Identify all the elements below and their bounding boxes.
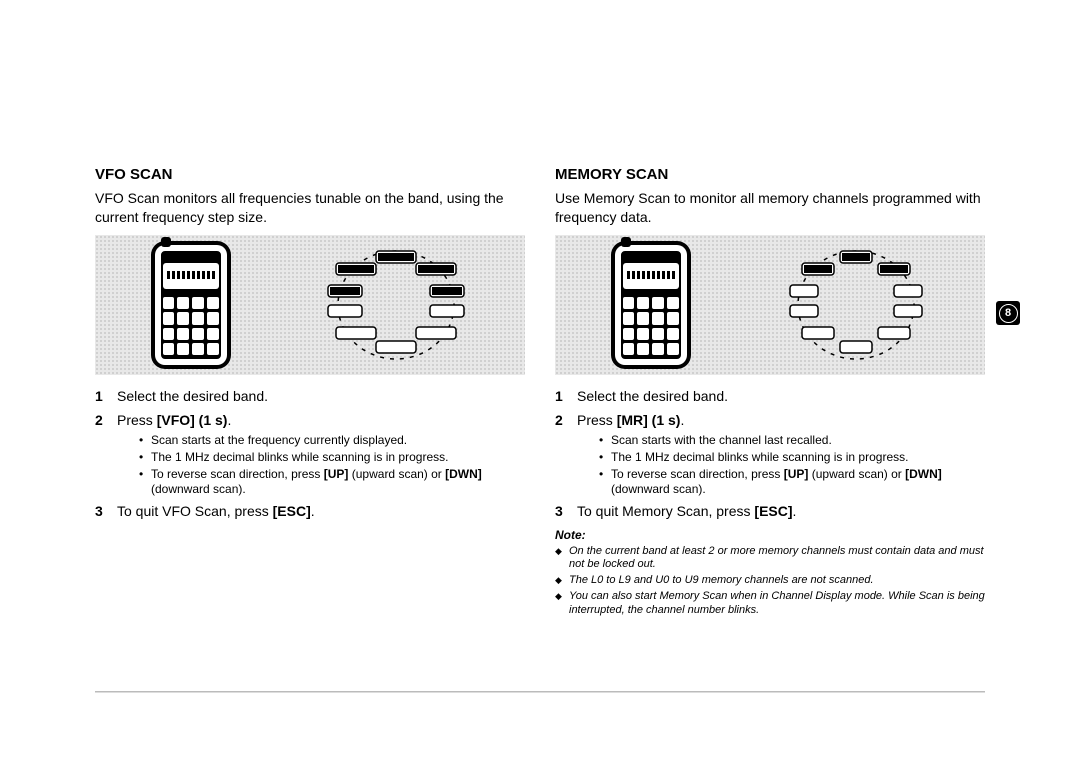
memory-step-1: Select the desired band. xyxy=(555,387,985,406)
transceiver-icon xyxy=(155,245,227,365)
bullet-text: (downward scan). xyxy=(151,482,246,496)
vfo-steps-list: Select the desired band. Press [VFO] (1 … xyxy=(95,387,525,521)
key-label: [DWN] xyxy=(445,467,482,481)
memory-scan-column: MEMORY SCAN Use Memory Scan to monitor a… xyxy=(555,165,985,620)
bullet-text: Scan starts at the frequency currently d… xyxy=(151,433,407,447)
key-label: [VFO] (1 s) xyxy=(157,412,228,428)
bullet-item: Scan starts at the frequency currently d… xyxy=(139,433,525,448)
step-text: Press xyxy=(117,412,157,428)
bullet-text: The 1 MHz decimal blinks while scanning … xyxy=(151,450,448,464)
bullet-text: The 1 MHz decimal blinks while scanning … xyxy=(611,450,908,464)
step-text: Select the desired band. xyxy=(117,388,268,404)
bullet-text: To reverse scan direction, press xyxy=(151,467,324,481)
step-text: . xyxy=(227,412,231,428)
bullet-text: (downward scan). xyxy=(611,482,706,496)
vfo-scan-column: VFO SCAN VFO Scan monitors all frequenci… xyxy=(95,165,525,620)
vfo-step-1: Select the desired band. xyxy=(95,387,525,406)
bullet-item: The 1 MHz decimal blinks while scanning … xyxy=(599,450,985,465)
manual-page: VFO SCAN VFO Scan monitors all frequenci… xyxy=(0,0,1080,660)
memory-scan-intro: Use Memory Scan to monitor all memory ch… xyxy=(555,189,985,227)
note-text: The L0 to L9 and U0 to U9 memory channel… xyxy=(569,574,874,586)
bullet-text: Scan starts with the channel last recall… xyxy=(611,433,832,447)
step-text: Press xyxy=(577,412,617,428)
bullet-item: To reverse scan direction, press [UP] (u… xyxy=(139,467,525,497)
step-text: . xyxy=(311,503,315,519)
bullet-text: (upward scan) or xyxy=(348,467,445,481)
key-label: [UP] xyxy=(324,467,349,481)
vfo-step-3: To quit VFO Scan, press [ESC]. xyxy=(95,502,525,521)
memory-scan-heading: MEMORY SCAN xyxy=(555,165,985,185)
bullet-item: To reverse scan direction, press [UP] (u… xyxy=(599,467,985,497)
key-label: [ESC] xyxy=(754,503,792,519)
memory-scan-illustration xyxy=(555,235,985,375)
note-item: The L0 to L9 and U0 to U9 memory channel… xyxy=(555,574,985,587)
memory-step-2: Press [MR] (1 s). Scan starts with the c… xyxy=(555,411,985,497)
bullet-text: To reverse scan direction, press xyxy=(611,467,784,481)
vfo-scan-illustration xyxy=(95,235,525,375)
footer-divider xyxy=(95,691,985,693)
notes-list: On the current band at least 2 or more m… xyxy=(555,545,985,617)
step-text: To quit VFO Scan, press xyxy=(117,503,273,519)
note-text: You can also start Memory Scan when in C… xyxy=(569,590,985,615)
bullet-item: The 1 MHz decimal blinks while scanning … xyxy=(139,450,525,465)
step-text: Select the desired band. xyxy=(577,388,728,404)
transceiver-icon xyxy=(615,245,687,365)
bullet-item: Scan starts with the channel last recall… xyxy=(599,433,985,448)
bullet-text: (upward scan) or xyxy=(808,467,905,481)
memory-step-3: To quit Memory Scan, press [ESC]. xyxy=(555,502,985,521)
key-label: [DWN] xyxy=(905,467,942,481)
key-label: [ESC] xyxy=(273,503,311,519)
memory-steps-list: Select the desired band. Press [MR] (1 s… xyxy=(555,387,985,521)
vfo-step-2-bullets: Scan starts at the frequency currently d… xyxy=(117,433,525,497)
key-label: [MR] (1 s) xyxy=(617,412,681,428)
note-text: On the current band at least 2 or more m… xyxy=(569,545,984,570)
channel-dial-icon xyxy=(786,245,926,365)
vfo-scan-intro: VFO Scan monitors all frequencies tunabl… xyxy=(95,189,525,227)
memory-step-2-bullets: Scan starts with the channel last recall… xyxy=(577,433,985,497)
vfo-step-2: Press [VFO] (1 s). Scan starts at the fr… xyxy=(95,411,525,497)
frequency-dial-icon xyxy=(326,245,466,365)
note-item: You can also start Memory Scan when in C… xyxy=(555,590,985,616)
chapter-tab: 8 xyxy=(996,301,1020,325)
note-heading: Note: xyxy=(555,527,985,543)
step-text: To quit Memory Scan, press xyxy=(577,503,754,519)
step-text: . xyxy=(793,503,797,519)
note-item: On the current band at least 2 or more m… xyxy=(555,545,985,571)
key-label: [UP] xyxy=(784,467,809,481)
chapter-number: 8 xyxy=(999,304,1018,323)
vfo-scan-heading: VFO SCAN xyxy=(95,165,525,185)
step-text: . xyxy=(680,412,684,428)
